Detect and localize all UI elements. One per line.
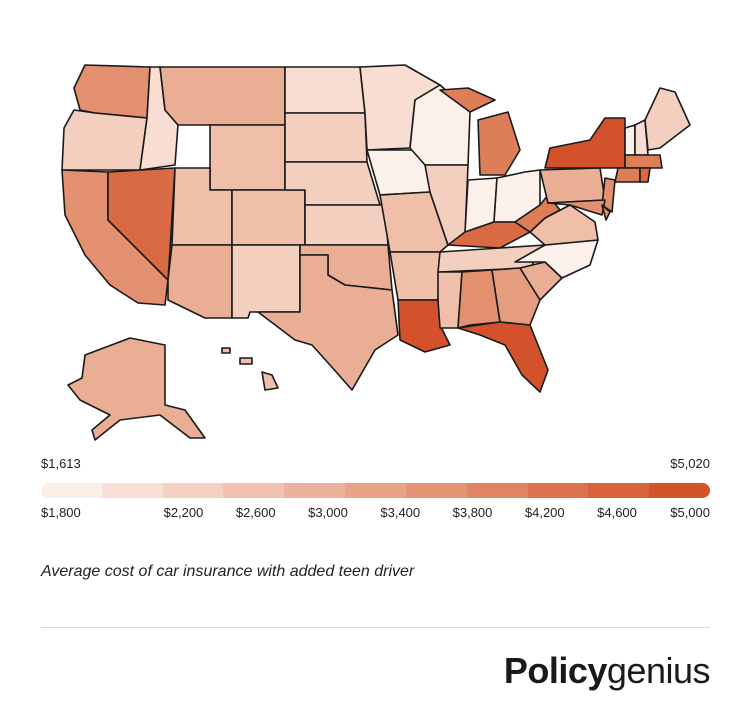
state-ar — [389, 251, 441, 301]
legend-tick-label: $2,200 — [163, 505, 204, 520]
legend-tick-label: $1,800 — [41, 505, 81, 520]
legend-ramp-step — [162, 483, 224, 498]
state-sd — [284, 112, 368, 163]
state-nm — [231, 244, 301, 319]
state-ks — [304, 204, 389, 246]
state-vt — [624, 124, 636, 156]
state-az — [167, 244, 233, 319]
legend-ticks: $1,800 $2,200 $2,600 $3,000 $3,400 $3,800 $4,2… — [41, 505, 710, 523]
state-ak — [67, 337, 206, 441]
state-hi — [261, 371, 279, 391]
state-wy — [209, 124, 286, 191]
brand-logo-light: genius — [606, 650, 711, 691]
legend-color-ramp — [41, 483, 710, 498]
state-ri — [639, 167, 651, 183]
legend-ramp-step — [284, 483, 346, 498]
state-ma — [624, 154, 663, 169]
brand-logo-bold: Policy — [503, 650, 608, 691]
legend-tick-label: $5,000 — [670, 505, 710, 520]
legend-ramp-step — [649, 483, 710, 498]
legend-max-label: $5,020 — [670, 456, 710, 471]
caption: Average cost of car insurance with added… — [41, 563, 415, 580]
state-pa — [539, 167, 606, 204]
legend-tick-label: $4,200 — [524, 505, 565, 520]
legend-tick-label: $4,600 — [597, 505, 637, 520]
state-md — [547, 199, 606, 216]
state-ny — [544, 117, 626, 169]
state-hi-2 — [221, 347, 231, 354]
state-co — [231, 189, 306, 246]
legend-ramp-step — [588, 483, 650, 498]
brand-logo: Policygenius — [503, 650, 711, 692]
state-hi-1 — [239, 357, 253, 365]
divider — [41, 627, 710, 628]
legend-ramp-step — [41, 483, 102, 498]
state-mi-up — [439, 87, 496, 113]
state-me — [644, 87, 691, 151]
legend-ramp-step — [527, 483, 589, 498]
state-nj — [601, 177, 616, 213]
state-wv — [514, 194, 561, 233]
state-mt — [159, 66, 286, 126]
state-ct — [614, 167, 641, 183]
state-wa — [73, 64, 151, 119]
state-mi — [477, 111, 521, 176]
legend-tick-label: $3,400 — [380, 505, 421, 520]
legend: $1,613 $5,020 $1,800 $2,200 $2,600 $3,000 $3… — [41, 456, 710, 526]
state-or — [61, 109, 148, 171]
legend-tick-label: $2,600 — [235, 505, 276, 520]
state-nd — [284, 66, 366, 114]
us-map — [61, 64, 691, 441]
state-tx — [257, 254, 399, 391]
legend-ramp-step — [101, 483, 163, 498]
legend-ramp-step — [405, 483, 467, 498]
state-de — [601, 204, 611, 221]
state-ms — [437, 271, 463, 329]
legend-ramp-step — [223, 483, 285, 498]
legend-ramp-step — [345, 483, 406, 498]
legend-min-label: $1,613 — [41, 456, 81, 471]
legend-tick-label: $3,000 — [308, 505, 348, 520]
legend-ramp-step — [466, 483, 528, 498]
legend-tick-label: $3,800 — [452, 505, 493, 520]
state-mo — [379, 191, 449, 253]
state-fl — [457, 321, 549, 393]
